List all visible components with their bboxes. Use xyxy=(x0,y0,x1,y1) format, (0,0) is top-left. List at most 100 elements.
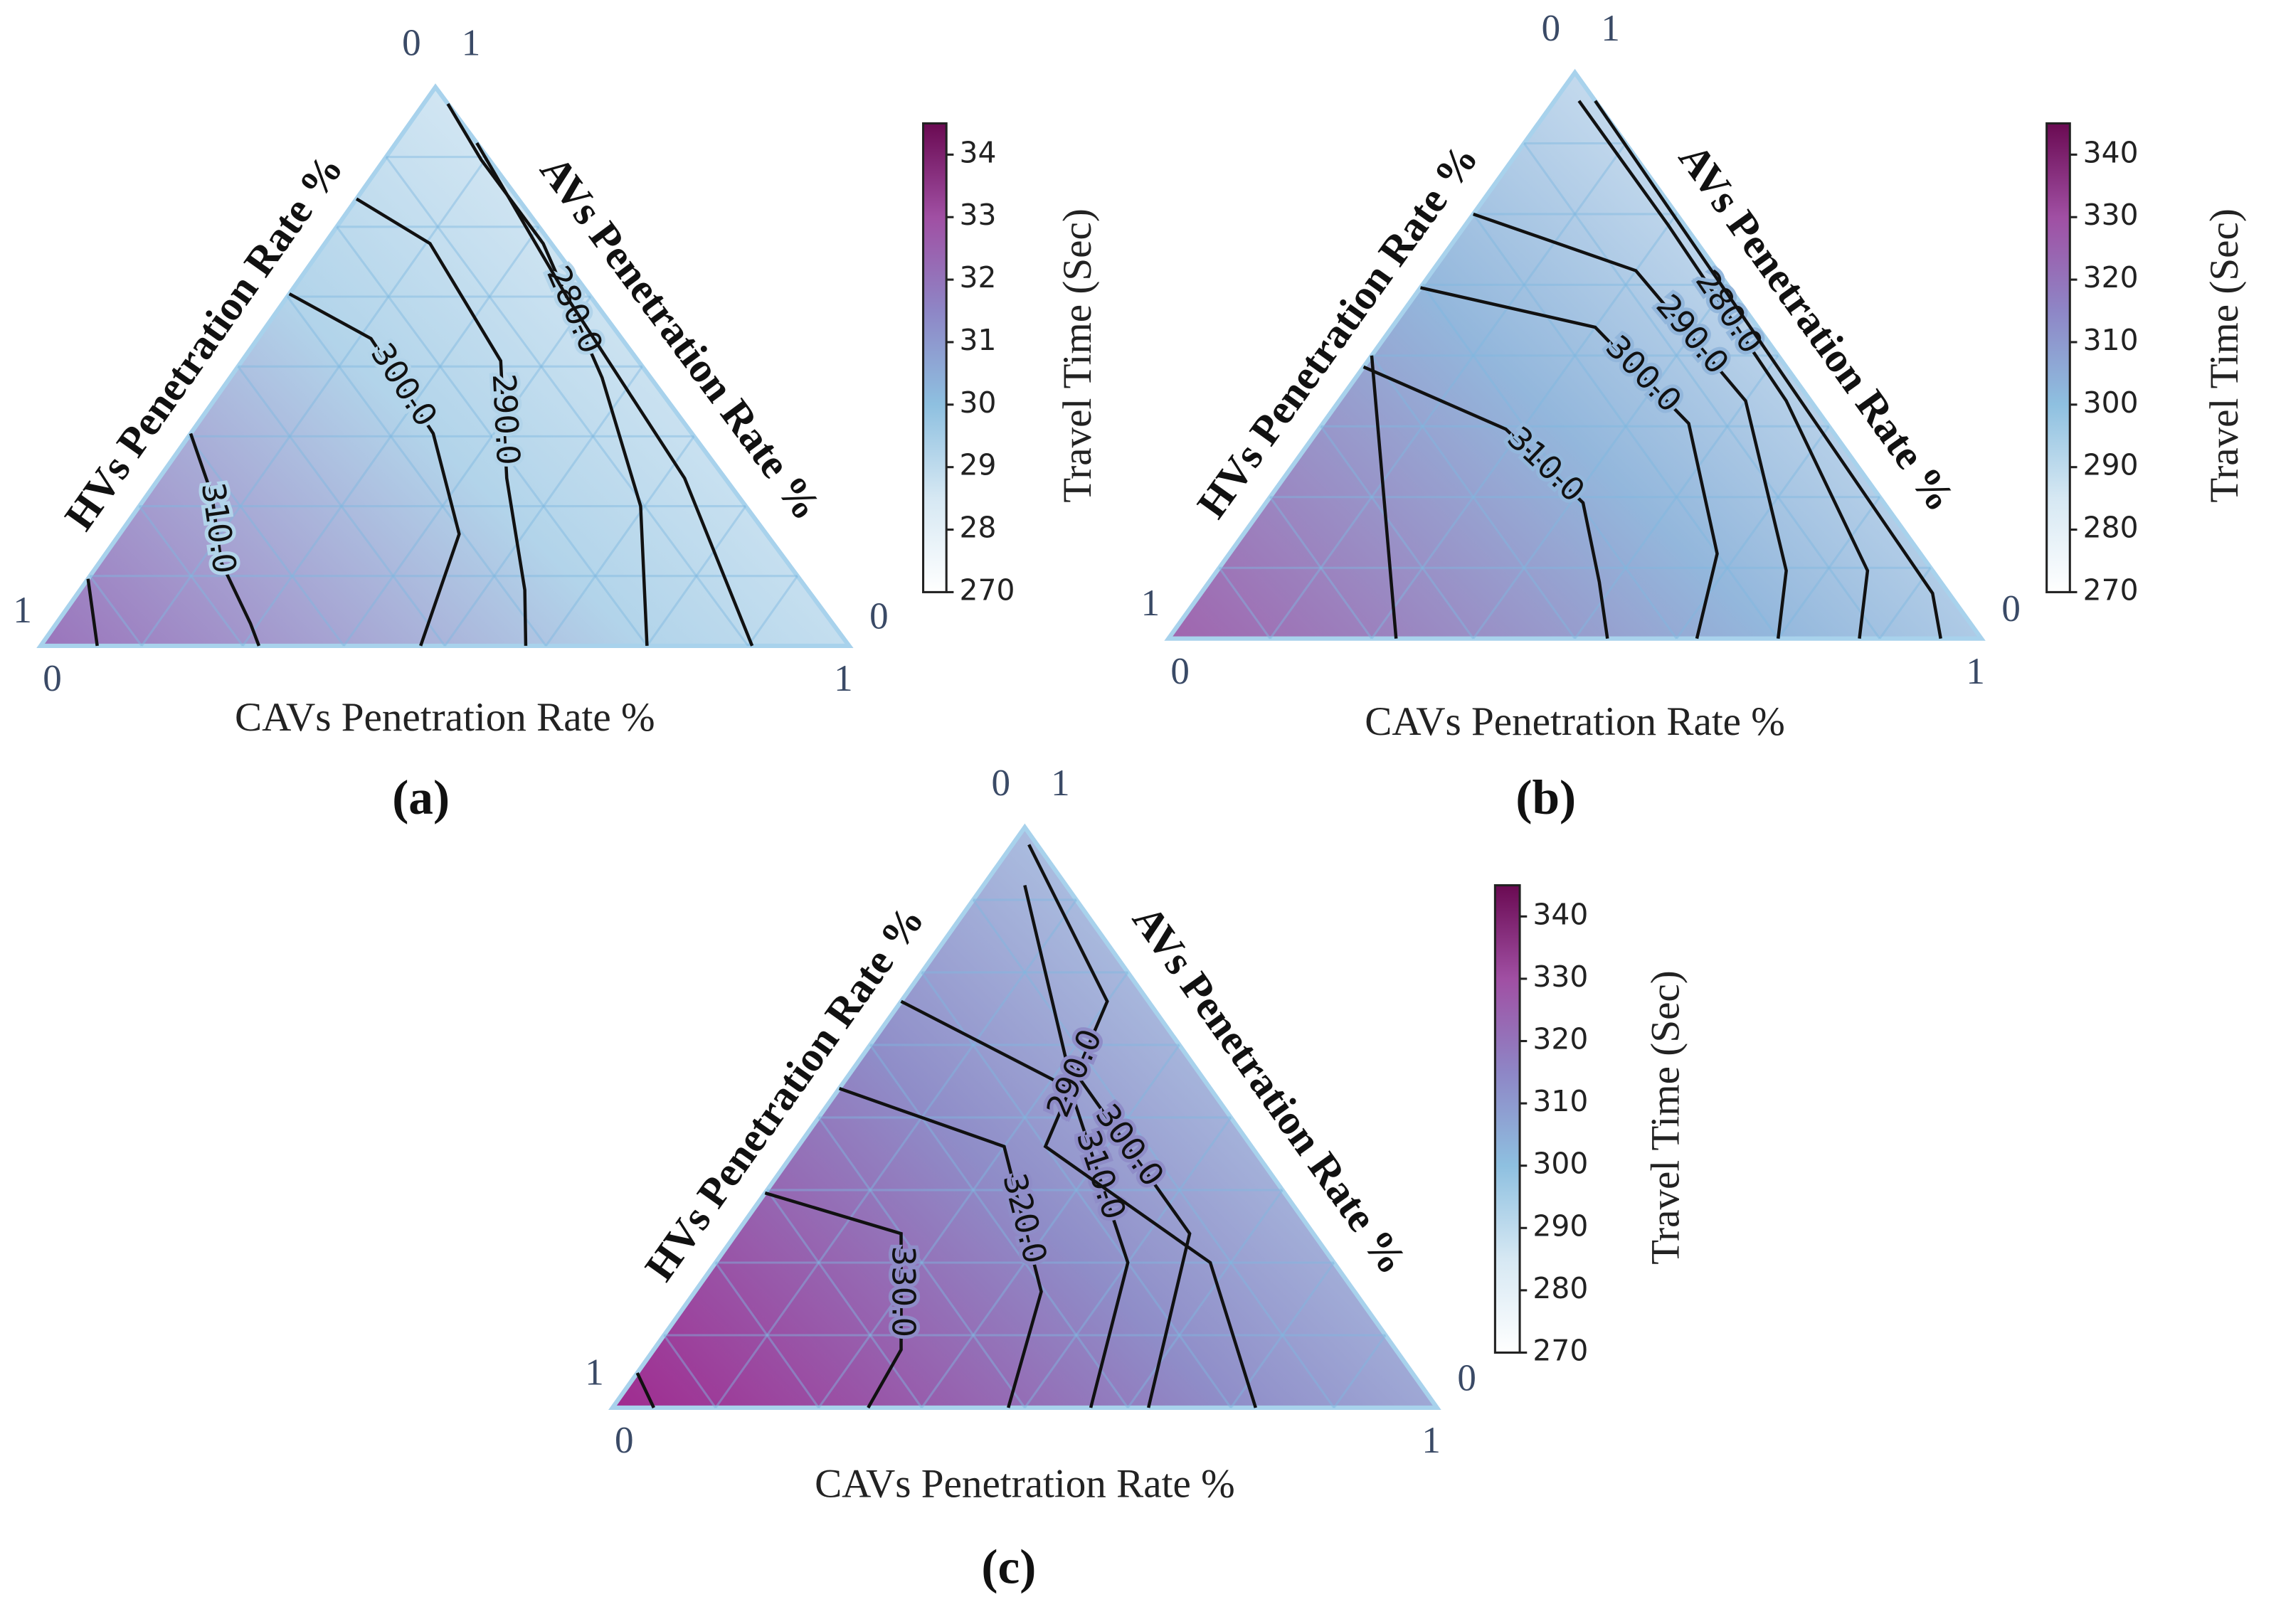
colorbar-tick-label: 320 xyxy=(1533,1022,1588,1056)
colorbar-label: Travel Time (Sec) xyxy=(1055,208,1100,503)
colorbar-tick-label: 290 xyxy=(1533,1209,1588,1243)
colorbar-tick-label: 340 xyxy=(1533,897,1588,931)
grid-line xyxy=(1523,142,1881,639)
grid-line xyxy=(663,1334,717,1408)
colorbar-tick-label: 33 xyxy=(960,198,997,232)
panel-label: (b) xyxy=(1515,770,1576,825)
grid-line xyxy=(138,505,244,647)
panel-label: (a) xyxy=(392,770,450,825)
contour-line xyxy=(86,578,99,647)
axis-tick-label: 1 xyxy=(1601,8,1620,49)
ternary-area xyxy=(36,83,854,648)
grid-line xyxy=(336,225,648,647)
grid-line xyxy=(1370,354,1576,639)
grid-line xyxy=(714,1262,820,1408)
grid-line xyxy=(1472,213,1779,639)
contour-line xyxy=(764,1191,903,1409)
contour-line xyxy=(1370,355,1398,639)
axis-tick-label: 0 xyxy=(43,658,62,699)
colorbar-tick-label: 270 xyxy=(2083,573,2139,607)
contour-line xyxy=(1594,100,1942,639)
grid-line xyxy=(747,575,799,647)
contour-label: 290.0 xyxy=(485,373,528,466)
contour-line xyxy=(355,197,528,646)
contour-line xyxy=(1027,844,1257,1408)
colorbar-tick-label: 28 xyxy=(960,511,997,545)
contour-line xyxy=(1420,286,1719,639)
contour-line xyxy=(288,292,461,647)
contour-line xyxy=(446,102,649,647)
colorbar-tick-label: 290 xyxy=(2083,448,2139,482)
grid-line xyxy=(869,1044,1129,1408)
colorbar-label: Travel Time (Sec) xyxy=(1643,970,1688,1265)
axis-tick-label: 1 xyxy=(834,658,853,699)
colorbar-tick-label: 270 xyxy=(960,573,1015,607)
grid-line xyxy=(1126,1189,1283,1408)
contour-line xyxy=(189,432,261,647)
grid-line xyxy=(1574,354,1779,639)
colorbar-tick-label: 300 xyxy=(2083,386,2139,420)
grid-line xyxy=(1472,284,1729,639)
axis-tick-label: 0 xyxy=(1170,651,1190,692)
x-axis-label: CAVs Penetration Rate % xyxy=(815,1461,1235,1506)
colorbar-tick-label: 300 xyxy=(1533,1147,1588,1181)
axis-tick-label: 0 xyxy=(402,22,421,63)
contour-line xyxy=(635,1372,655,1408)
grid-line xyxy=(444,366,644,647)
grid-line xyxy=(1777,496,1881,639)
contour-line xyxy=(900,999,1130,1408)
grid-line xyxy=(1320,425,1475,639)
axis-tick-label: 0 xyxy=(2001,588,2021,630)
grid-line xyxy=(385,156,749,647)
contour-line xyxy=(838,1087,1043,1408)
colorbar xyxy=(1493,883,1521,1354)
colorbar-tick-label: 330 xyxy=(2083,198,2139,232)
grid-line xyxy=(921,972,1232,1408)
colorbar-tick-label: 30 xyxy=(960,386,997,420)
axis-tick-label: 1 xyxy=(1051,763,1070,804)
axis-tick-label: 0 xyxy=(615,1420,634,1461)
colorbar xyxy=(2045,122,2071,593)
grid-line xyxy=(766,1189,923,1408)
colorbar-tick-label: 320 xyxy=(2083,260,2139,294)
colorbar-tick-label: 280 xyxy=(2083,511,2139,545)
colorbar-label: Travel Time (Sec) xyxy=(2202,208,2247,503)
grid-line xyxy=(343,296,592,647)
panel-label: (c) xyxy=(981,1539,1036,1594)
grid-line xyxy=(140,156,488,647)
ternary-area xyxy=(608,823,1441,1411)
contour-line xyxy=(475,142,754,647)
grid-line xyxy=(921,1044,1180,1408)
grid-line xyxy=(817,972,1129,1408)
axis-tick-label: 1 xyxy=(1422,1420,1441,1461)
axis-tick-label: 1 xyxy=(585,1352,604,1393)
axis-tick-label: 1 xyxy=(1966,651,1985,692)
colorbar-tick-label: 32 xyxy=(960,260,997,294)
colorbar-tick-label: 29 xyxy=(960,448,997,482)
contour-label: 330.0 xyxy=(885,1246,923,1337)
contour-line xyxy=(1577,100,1870,639)
colorbar-tick-label: 310 xyxy=(2083,323,2139,357)
grid-line xyxy=(1218,567,1271,639)
axis-tick-label: 0 xyxy=(1457,1357,1476,1399)
axis-tick-label: 1 xyxy=(13,590,32,631)
grid-line xyxy=(1269,496,1373,639)
colorbar-tick-label: 330 xyxy=(1533,960,1588,994)
colorbar-tick-label: 280 xyxy=(1533,1271,1588,1305)
grid-line xyxy=(286,296,547,647)
grid-line xyxy=(545,435,695,647)
grid-line xyxy=(241,225,540,647)
axis-tick-label: 1 xyxy=(462,22,481,63)
grid-line xyxy=(817,1117,1026,1408)
colorbar-tick-label: 31 xyxy=(960,323,997,357)
x-axis-label: CAVs Penetration Rate % xyxy=(1365,699,1785,744)
grid-line xyxy=(1676,425,1830,639)
grid-line xyxy=(1269,142,1627,639)
colorbar xyxy=(922,122,948,593)
grid-line xyxy=(89,575,143,647)
contour-line xyxy=(1362,365,1609,639)
colorbar-tick-label: 310 xyxy=(1533,1084,1588,1118)
grid-line xyxy=(1422,284,1678,639)
contour-line xyxy=(1473,212,1788,639)
grid-line xyxy=(714,899,1078,1408)
